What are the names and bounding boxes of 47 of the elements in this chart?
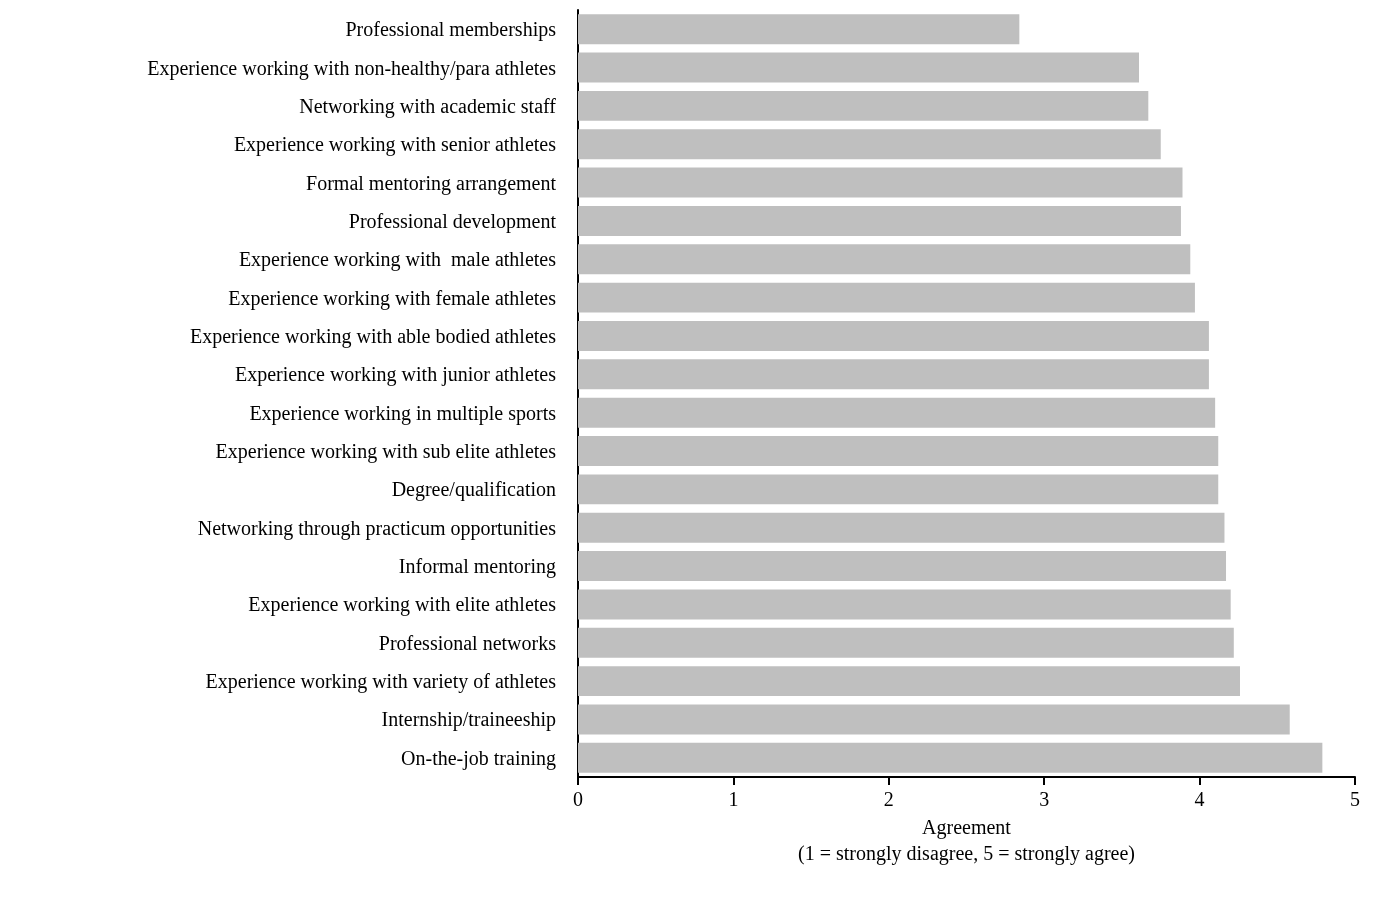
y-tick-label: Informal mentoring: [398, 555, 556, 579]
bar: [578, 627, 1234, 658]
y-tick-label: Experience working with sub elite athletes: [215, 440, 557, 464]
y-tick-label: Networking with academic staff: [299, 94, 557, 118]
x-tick-label: 4: [1194, 788, 1205, 810]
y-tick-label: Experience working with junior athletes: [234, 363, 557, 387]
bar: [578, 742, 1323, 773]
y-tick-label: Experience working with female athletes: [228, 286, 557, 310]
bar: [578, 52, 1139, 83]
bar: [578, 282, 1195, 313]
bar: [578, 512, 1225, 543]
y-tick-label: Experience working with able bodied athletes: [190, 324, 557, 348]
bar: [578, 167, 1183, 198]
y-tick-label: Experience working in multiple sports: [249, 401, 557, 425]
bar: [578, 704, 1290, 735]
bar: [578, 666, 1240, 697]
y-tick-label: Professional development: [348, 209, 557, 233]
x-tick-label: 0: [573, 788, 583, 810]
x-tick-label: 3: [1039, 788, 1050, 810]
bar: [578, 129, 1161, 160]
y-tick-label: Internship/traineeship: [381, 708, 556, 732]
x-tick-label: 5: [1350, 788, 1360, 810]
bar: [578, 321, 1209, 351]
bar: [578, 90, 1149, 121]
y-tick-label: Experience working with elite athletes: [248, 593, 557, 617]
y-tick-label: Experience working with senior athletes: [233, 133, 557, 157]
x-tick-label: 1: [728, 788, 739, 810]
y-tick-label: Professional networks: [378, 631, 557, 654]
x-axis-title: Agreement (1 = strongly disagree, 5 = strongly agree): [798, 815, 1135, 865]
bar: [578, 359, 1209, 390]
bar: [578, 397, 1216, 428]
bar: [578, 474, 1219, 505]
bar: [578, 205, 1181, 236]
y-tick-label: Networking through practicum opportunities: [197, 516, 557, 540]
y-tick-label: Professional memberships: [345, 18, 557, 42]
y-tick-label: Experience working with variety of athletes: [205, 670, 557, 694]
bar: [578, 589, 1231, 620]
bar: [578, 244, 1191, 275]
bar: [578, 14, 1020, 45]
y-tick-label: On-the-job training: [401, 746, 556, 770]
y-tick-label: Experience working with male athletes: [238, 248, 557, 272]
y-tick-label: Degree/qualification: [391, 478, 556, 502]
y-tick-label: Experience working with non-healthy/para athletes: [147, 56, 557, 80]
bar: [578, 436, 1219, 466]
x-tick-label: 2: [883, 788, 894, 810]
bar: [578, 551, 1227, 582]
y-tick-label: Formal mentoring arrangement: [306, 171, 557, 195]
